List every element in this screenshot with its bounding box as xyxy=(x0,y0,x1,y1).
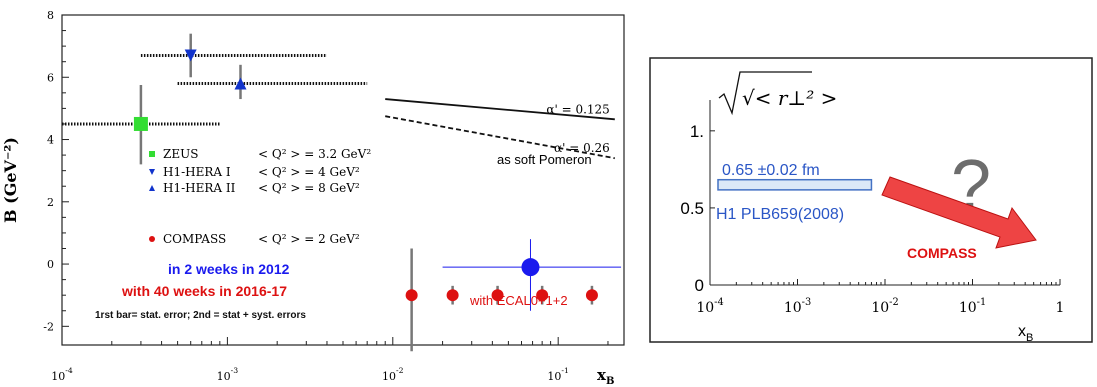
legend-marker-3 xyxy=(149,236,155,242)
legend-q2-3: < Q² > = 2 GeV² xyxy=(258,232,360,246)
legend-name-1: H1-HERA I xyxy=(163,165,231,179)
right-y-tick-label: 0.5 xyxy=(680,199,704,218)
compass-arrow xyxy=(881,176,1037,249)
left-y-tick-label: 6 xyxy=(47,71,54,84)
legend-name-3: COMPASS xyxy=(163,232,226,246)
right-ticks-group: 00.51.10-4 10-3 10-2 10-1 1 xyxy=(680,122,1064,316)
compass-arrow-label: COMPASS xyxy=(907,245,977,261)
left-y-tick-label: 4 xyxy=(47,134,54,147)
right-x-tick-label: 10-4 xyxy=(696,297,723,316)
left-y-axis-label: B (GeV⁻²) xyxy=(1,137,20,223)
right-title: √< r⊥² > xyxy=(742,86,837,110)
legend-marker-0 xyxy=(149,151,155,157)
left-curve-1 xyxy=(385,115,615,160)
left-y-tick-label: 2 xyxy=(47,196,54,209)
left-x-axis-label-main: x xyxy=(597,366,607,384)
right-x-tick-label: 10-1 xyxy=(959,297,986,316)
band-ref: H1 PLB659(2008) xyxy=(716,206,844,223)
left-point-3-3 xyxy=(536,289,549,302)
left-x-tick-label: 10-3 xyxy=(217,366,239,383)
left-y-tick-label: 0 xyxy=(47,258,54,271)
pomeron-note: as soft Pomeron xyxy=(497,152,592,167)
left-x-tick-label-exp: -4 xyxy=(65,366,73,375)
right-y-tick-label: 0 xyxy=(695,276,704,295)
right-x-axis-label: xB xyxy=(1018,323,1033,344)
left-x-tick-label-base: 10 xyxy=(217,370,231,383)
legend-q2-2: < Q² > = 8 GeV² xyxy=(258,181,360,195)
left-y-tick-label: -2 xyxy=(43,320,54,333)
legend-marker-2 xyxy=(149,185,155,191)
left-x-tick-label-exp: -2 xyxy=(396,366,404,375)
right-x-tick-label-base: 1 xyxy=(1056,300,1065,316)
left-x-tick-label: 10-2 xyxy=(382,366,404,383)
right-x-axis-label-sub: B xyxy=(1026,332,1033,344)
right-x-tick-label-exp: -4 xyxy=(714,297,724,308)
right-x-tick-label-base: 10 xyxy=(696,300,714,316)
note-ecal: with ECAL0+1+2 xyxy=(469,293,568,308)
left-curve-label: α' = 0.125 xyxy=(546,102,609,116)
right-frame xyxy=(649,57,1093,343)
note-2016: with 40 weeks in 2016-17 xyxy=(121,283,287,299)
legend-name-2: H1-HERA II xyxy=(163,181,236,195)
right-chart: 00.51.10-4 10-3 10-2 10-1 1 √< r⊥² > 0.65 ±0… xyxy=(649,57,1093,344)
right-x-tick-label-exp: -1 xyxy=(977,297,987,308)
left-point-2-0 xyxy=(234,77,247,90)
right-x-tick-label-base: 10 xyxy=(871,300,889,316)
left-curves-group: α' = 0.125 α' = 0.26 xyxy=(385,98,615,160)
right-x-tick-label: 10-3 xyxy=(784,297,811,316)
left-point-0-0 xyxy=(133,116,148,131)
left-point-1-0 xyxy=(184,49,197,62)
right-x-axis-label-main: x xyxy=(1018,323,1026,340)
left-legend: ZEUS < Q² > = 3.2 GeV² H1-HERA I < Q² > = 4… xyxy=(149,147,371,246)
right-x-tick-label-base: 10 xyxy=(784,300,802,316)
legend-q2-1: < Q² > = 4 GeV² xyxy=(258,165,360,179)
right-x-tick-label-exp: -2 xyxy=(889,297,899,308)
legend-name-0: ZEUS xyxy=(163,147,198,161)
h1-band xyxy=(717,178,873,191)
left-point-3-4 xyxy=(585,289,598,302)
left-x-tick-label-base: 10 xyxy=(547,370,561,383)
left-x-tick-label-base: 10 xyxy=(382,370,396,383)
left-x-tick-label-exp: -3 xyxy=(231,366,239,375)
right-x-tick-label-base: 10 xyxy=(959,300,977,316)
left-x-axis-label-sub: B xyxy=(606,376,614,387)
right-x-tick-label: 10-2 xyxy=(871,297,898,316)
left-x-tick-label-exp: -1 xyxy=(561,366,569,375)
left-x-tick-label: 10-1 xyxy=(547,366,569,383)
band-value: 0.65 ±0.02 fm xyxy=(722,162,820,179)
right-x-tick-label-exp: -3 xyxy=(802,297,812,308)
note-errors: 1rst bar= stat. error; 2nd = stat + syst… xyxy=(95,310,306,321)
right-x-tick-label: 1 xyxy=(1056,300,1065,316)
note-2012: in 2 weeks in 2012 xyxy=(168,261,290,277)
left-curve-label: α' = 0.26 xyxy=(554,141,610,155)
left-point-3-2 xyxy=(491,289,504,302)
left-point-4-0 xyxy=(521,258,540,277)
left-curve-0 xyxy=(385,98,615,121)
left-x-tick-label-base: 10 xyxy=(51,370,65,383)
left-points-group xyxy=(62,33,622,352)
legend-q2-0: < Q² > = 3.2 GeV² xyxy=(258,147,371,161)
right-band-group xyxy=(717,178,873,191)
left-y-tick-label: 8 xyxy=(47,9,54,22)
right-y-tick-label: 1. xyxy=(690,122,704,141)
left-x-axis-label: xB xyxy=(597,366,614,387)
sqrt-symbol xyxy=(718,71,812,116)
left-point-3-1 xyxy=(446,289,459,302)
left-point-3-0 xyxy=(405,289,418,302)
left-x-tick-label: 10-4 xyxy=(51,366,73,383)
legend-marker-1 xyxy=(149,169,155,175)
